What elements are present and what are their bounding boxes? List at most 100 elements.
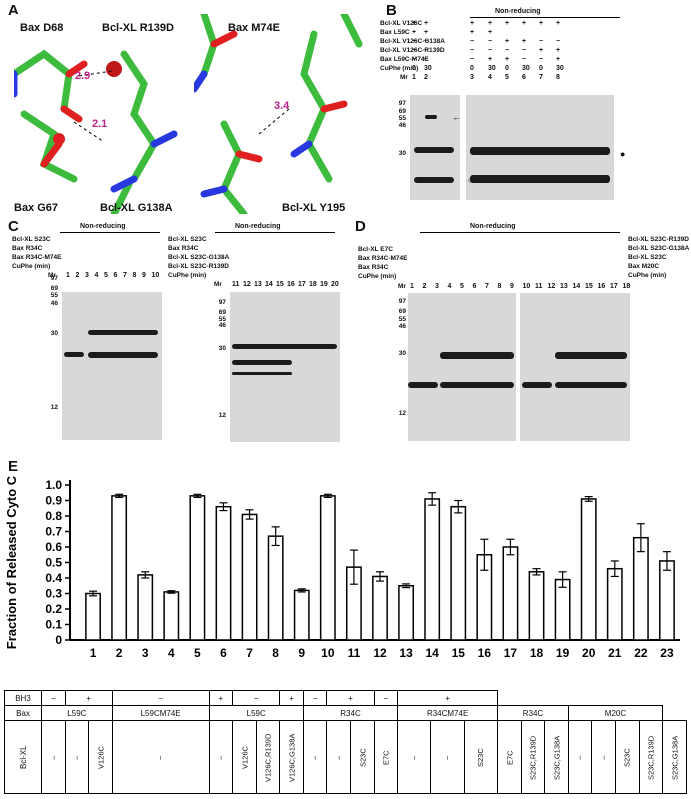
bar xyxy=(293,589,310,641)
panel-d-lane-number: 17 xyxy=(610,283,618,290)
panel-d-lane-number: 12 xyxy=(547,283,556,290)
x-tick-label: 4 xyxy=(168,646,175,660)
bar xyxy=(424,498,441,641)
x-tick-label: 1 xyxy=(90,646,97,660)
legend-bclxl-cell: V126C xyxy=(232,720,257,794)
x-tick-label: 14 xyxy=(425,646,439,660)
panel-d-letter: D xyxy=(355,218,366,235)
bar xyxy=(163,591,180,641)
panel-d-lane-number: 14 xyxy=(572,283,581,290)
panel-b-cuphe: 30 xyxy=(424,65,432,72)
panel-d-mw-label: 97 xyxy=(398,298,406,305)
panel-b-sign: + xyxy=(539,20,544,27)
legend-bclxl-cell: − xyxy=(591,720,616,794)
panel-c-row-label: Bax R34C-M74E xyxy=(12,254,62,261)
panel-c-mw-label: 97 xyxy=(218,299,226,306)
band xyxy=(440,382,514,388)
legend-bax-cell: L59C xyxy=(41,705,113,721)
band faint xyxy=(232,372,292,375)
legend-bclxl-cell: − xyxy=(303,720,327,794)
panel-d-lane-number: 13 xyxy=(560,283,568,290)
panel-c-row-label: Bcl-XL S23C-R139D xyxy=(168,263,229,270)
bar xyxy=(554,578,571,641)
bar xyxy=(241,513,258,641)
y-tick-label: 0.1 xyxy=(45,618,62,632)
panel-c-lane-number: 2 xyxy=(75,272,80,279)
panel-b-row-label: Bcl-XL V126C xyxy=(380,20,423,27)
panel-b-mw-label: 97 xyxy=(398,100,406,107)
panel-c-header-1: Non-reducing xyxy=(80,223,126,230)
legend-bh3-cell: + xyxy=(326,690,375,706)
panel-b-header: Non-reducing xyxy=(495,8,541,15)
panel-b-sign: − xyxy=(412,38,417,45)
panel-b-sign: + xyxy=(470,20,475,27)
label-bclxl-g138a: Bcl-XL G138A xyxy=(100,202,173,214)
y-tick-label: 0.2 xyxy=(45,602,62,616)
legend-bclxl-cell: − xyxy=(65,720,89,794)
panel-c-mr: Mr xyxy=(48,272,56,279)
bar xyxy=(267,535,284,641)
label-bax-g67: Bax G67 xyxy=(14,202,59,214)
panel-b-sign: − xyxy=(424,47,429,54)
panel-c-mr: Mr xyxy=(214,281,222,288)
bar xyxy=(580,498,597,641)
x-tick-label: 20 xyxy=(582,646,596,660)
panel-d-row-label: Bcl-XL E7C xyxy=(358,246,393,253)
legend-bclxl-cell: − xyxy=(326,720,351,794)
panel-c-mw-label: 55 xyxy=(218,316,226,323)
legend-bclxl-cell: − xyxy=(568,720,592,794)
panel-d-row-label: CuPhe (min) xyxy=(628,272,667,279)
legend-bh3-cell: − xyxy=(373,690,399,706)
band xyxy=(64,352,84,357)
panel-b-sign: − xyxy=(539,56,544,63)
legend-bh3-cell: + xyxy=(279,690,304,706)
legend-bclxl-cell: − xyxy=(41,720,66,794)
legend-bax-cell: L59CM74E xyxy=(111,705,210,721)
x-tick-label: 22 xyxy=(634,646,648,660)
x-tick-label: 17 xyxy=(504,646,518,660)
panel-c-row-label: CuPhe (min) xyxy=(168,272,207,279)
band xyxy=(232,360,292,365)
panel-c-lane-number: 11 xyxy=(232,281,240,288)
x-tick-label: 10 xyxy=(321,646,335,660)
panel-b-sign: + xyxy=(522,20,527,27)
panel-b-row-label: Bcl-XL V126C-R139D xyxy=(380,47,445,54)
x-tick-label: 15 xyxy=(452,646,466,660)
bar xyxy=(502,546,519,641)
y-tick-label: 0.3 xyxy=(45,587,62,601)
distance-label-1: 2.9 xyxy=(75,70,91,82)
panel-b-sign: − xyxy=(488,38,493,45)
panel-b-cuphe: 30 xyxy=(488,65,496,72)
legend-bclxl-cell: V126C,G138A xyxy=(279,720,304,794)
panel-b-sign: + xyxy=(488,29,493,36)
bar xyxy=(450,505,467,641)
panel-d-lane-number: 10 xyxy=(522,283,531,290)
legend-bax-cell: R34C xyxy=(302,705,399,721)
panel-d-row-label: Bax R34C-M74E xyxy=(358,255,408,262)
bar xyxy=(528,571,545,641)
panel-b-sign: − xyxy=(424,38,429,45)
panel-b-sign: + xyxy=(522,38,527,45)
panel-b-sign: + xyxy=(556,47,561,54)
y-tick-label: 1.0 xyxy=(45,478,62,492)
panel-b-mr: Mr xyxy=(400,74,408,81)
legend-bclxl-cell: S23C xyxy=(350,720,375,794)
bar xyxy=(606,567,623,641)
legend-bh3-cell: − xyxy=(111,690,210,706)
panel-b-sign: + xyxy=(470,29,475,36)
panel-b-cuphe: 0 xyxy=(505,65,509,72)
panel-c-mw-label: 69 xyxy=(50,285,58,292)
panel-c-mw-label: 97 xyxy=(50,275,58,282)
panel-c-lane-number: 9 xyxy=(142,272,146,279)
panel-d-lane-number: 2 xyxy=(422,283,427,290)
y-tick-label: 0.6 xyxy=(45,540,62,554)
panel-d-lane-number: 16 xyxy=(597,283,606,290)
panel-b-lane-number: 6 xyxy=(522,74,526,81)
panel-d-row-label: CuPhe (min) xyxy=(358,273,397,280)
panel-c-row-label: CuPhe (min) xyxy=(12,263,51,270)
legend-bax-cell: M20C xyxy=(567,705,664,721)
panel-d-lane-number: 1 xyxy=(410,283,414,290)
panel-c-row-label: Bax R34C xyxy=(12,245,43,252)
legend-bclxl-cell: S23C,G138A xyxy=(662,720,687,794)
bar xyxy=(319,495,336,641)
